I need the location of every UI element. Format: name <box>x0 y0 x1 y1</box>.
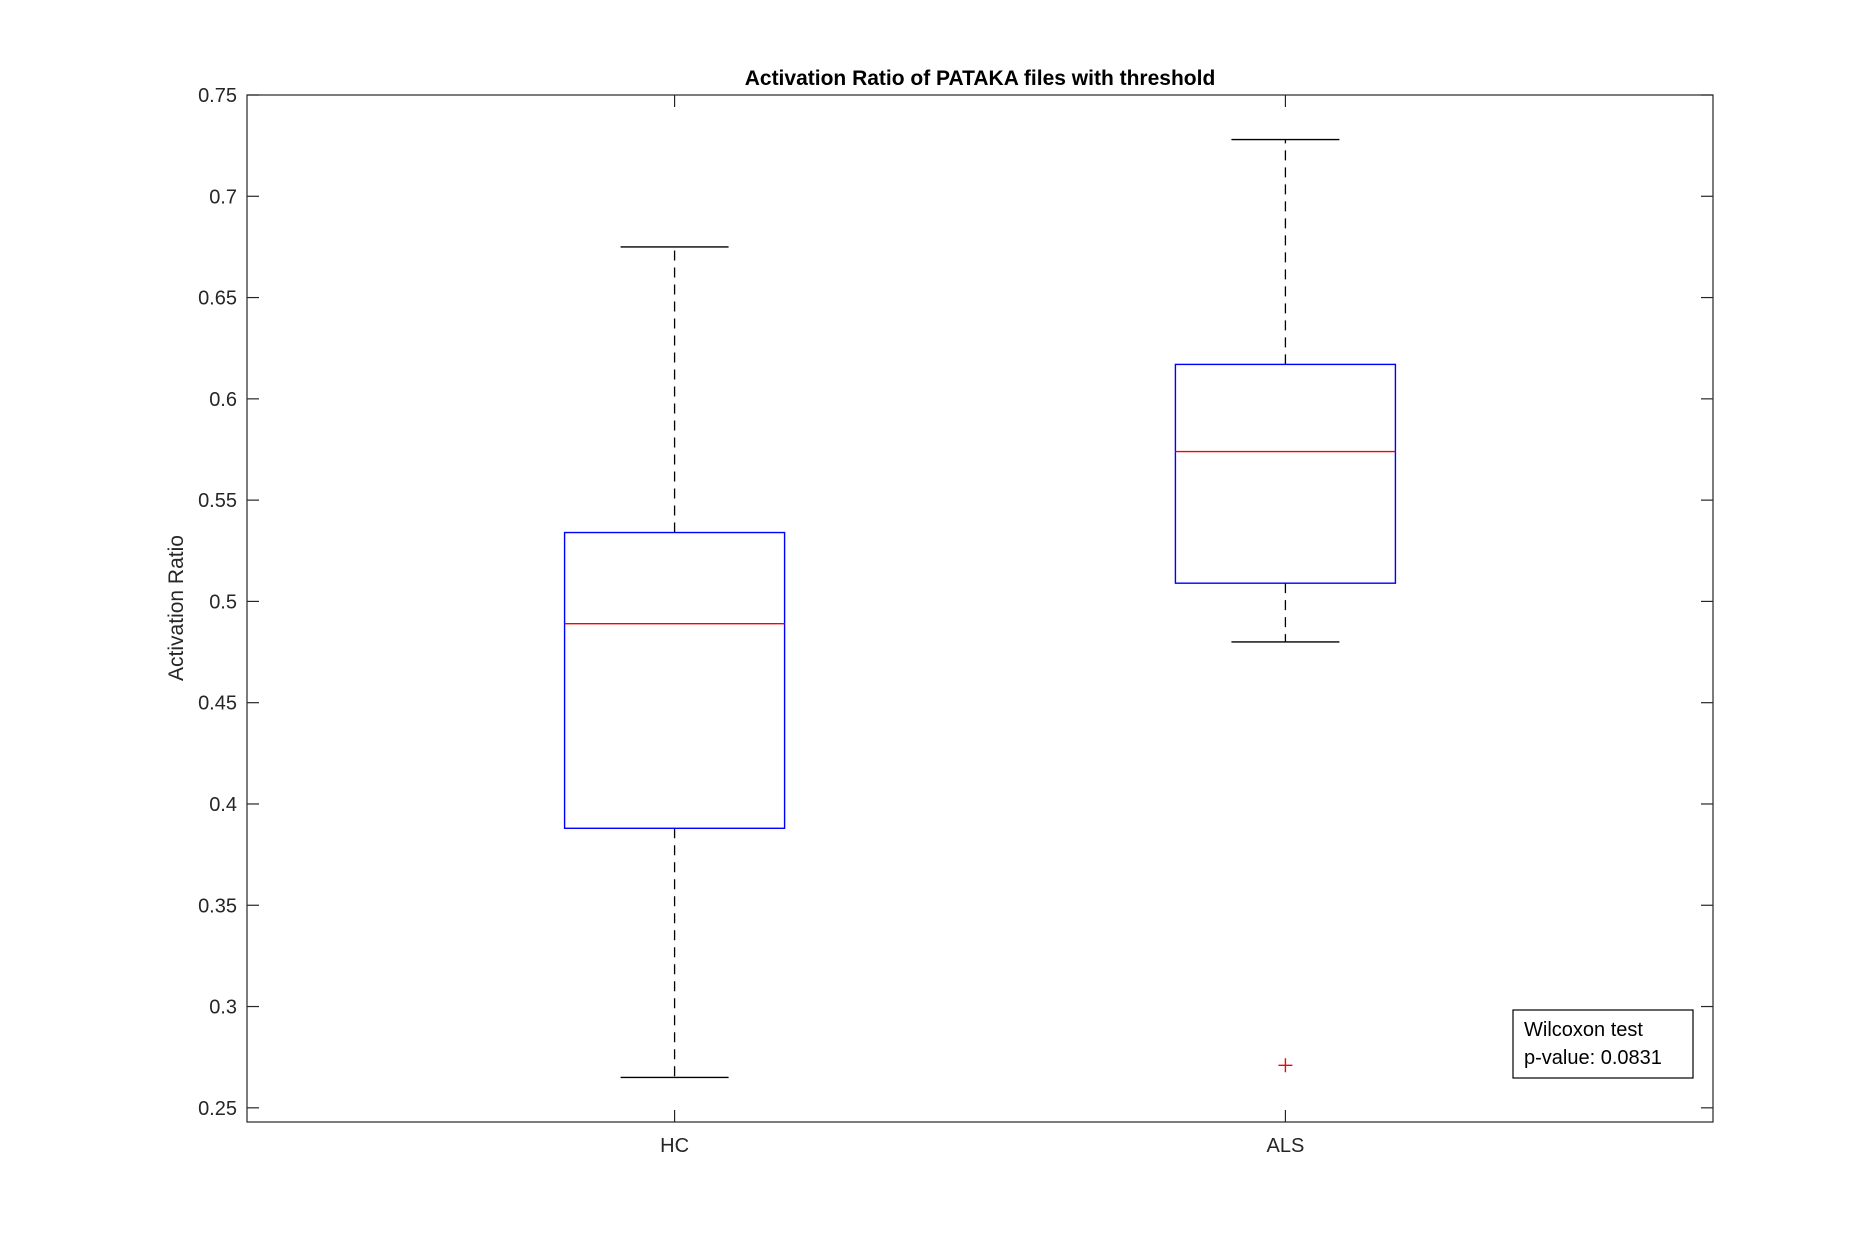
y-tick-label: 0.55 <box>198 490 237 512</box>
iqr-box <box>563 531 786 829</box>
box-group-als <box>1174 138 1397 1073</box>
y-axis-label: Activation Ratio <box>165 535 188 681</box>
plot-area <box>246 94 1714 1123</box>
y-tick-label: 0.65 <box>198 288 237 310</box>
y-tick-label: 0.6 <box>209 389 237 411</box>
y-tick-label: 0.45 <box>198 693 237 715</box>
y-tick-label: 0.75 <box>198 85 237 107</box>
chart-title: Activation Ratio of PATAKA files with th… <box>745 67 1216 90</box>
x-tick-label: HC <box>660 1135 689 1157</box>
y-tick-label: 0.4 <box>209 794 237 816</box>
annotation-line-1: Wilcoxon test <box>1524 1019 1643 1041</box>
wilcoxon-annotation: Wilcoxon test p-value: 0.0831 <box>1512 1009 1694 1079</box>
boxes-layer <box>563 138 1397 1079</box>
y-tick-label: 0.35 <box>198 895 237 917</box>
box-group-hc <box>563 246 786 1079</box>
x-tick-label: ALS <box>1267 1135 1305 1157</box>
annotation-frame <box>1512 1009 1694 1079</box>
annotation-line-2: p-value: 0.0831 <box>1524 1047 1662 1069</box>
y-tick-label: 0.3 <box>209 997 237 1019</box>
y-tick-label: 0.5 <box>209 591 237 613</box>
iqr-box <box>1174 363 1397 584</box>
outlier-marker <box>1278 1058 1293 1073</box>
y-tick-label: 0.25 <box>198 1098 237 1120</box>
ticks-layer: 0.25 0.3 0.35 0.4 0.45 0.5 0.55 0.6 0.65 0.7 0.75 H… <box>198 85 1713 1157</box>
y-tick-label: 0.7 <box>209 186 237 208</box>
